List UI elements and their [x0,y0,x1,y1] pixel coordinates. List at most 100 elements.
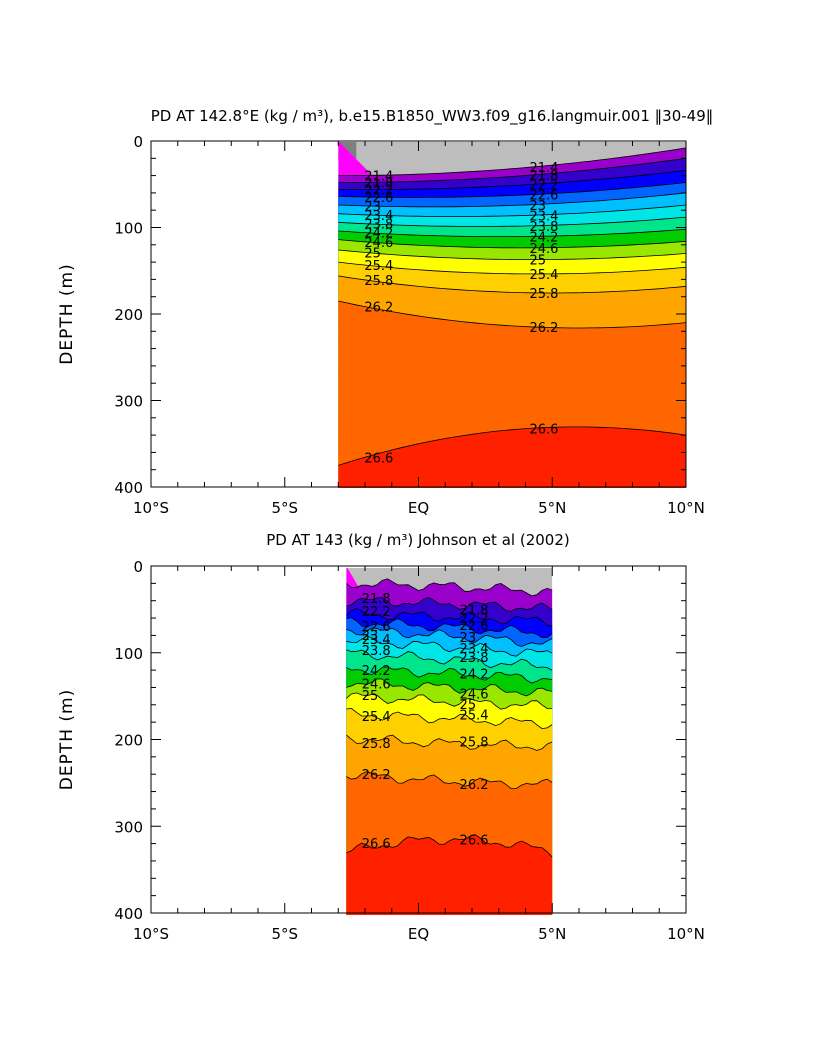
contour-label: 24.6 [460,687,489,702]
contour-label: 22.2 [364,184,393,199]
isopycnal-line-25 [346,692,553,710]
contour-label: 21.4 [530,161,559,176]
isopycnal-line-23.8 [346,649,553,671]
contour-label: 22.6 [530,189,559,204]
contour-label: 23.4 [362,633,391,648]
contour-label: 25.8 [364,274,393,289]
contour-label: 25.4 [530,268,559,283]
contour-label: 26.2 [460,778,489,793]
isopycnal-line-26.6 [346,834,553,858]
chart-title: PD AT 142.8°E (kg / m³), b.e15.B1850_WW3… [151,107,714,126]
isopycnal-line-24.6 [346,678,553,697]
y-tick-label: 300 [114,818,143,836]
contour-label: 24.2 [362,664,391,679]
contour-label: 26.6 [530,422,559,437]
contour-label: 24.6 [530,242,559,257]
contour-label: 23.8 [362,644,391,659]
isopycnal-line-24.6 [338,239,686,249]
x-tick-label: 10°S [133,499,169,517]
isopycnal-line-23 [338,192,686,208]
isopycnal-line-25 [338,249,686,260]
x-tick-label: 5°S [271,499,298,517]
isopycnal-line-24.2 [346,666,553,684]
contour-label: 21.8 [530,169,559,184]
isopycnal-line-25.4 [346,707,553,730]
contour-label: 25.8 [460,735,489,750]
x-tick-label: 5°S [271,925,298,943]
contour-label: 26.2 [362,768,391,783]
contour-label: 25.8 [530,287,559,302]
contour-label: 25.4 [362,710,391,725]
isopycnal-line-21.8 [346,596,553,612]
contour-label: 25.8 [362,737,391,752]
contour-label: 22.2 [460,612,489,627]
contour-label: 21.8 [364,176,393,191]
y-tick-label: 400 [114,905,143,923]
contour-label: 23.4 [530,209,559,224]
isopycnal-line-22.2 [346,607,553,627]
isopycnal-line-22.6 [338,182,686,198]
contour-label: 25.4 [364,259,393,274]
isopycnal-line-25.4 [338,261,686,275]
density-band-14 [346,834,553,915]
isopycnal-line-23.4 [346,635,553,657]
y-tick-label: 300 [114,393,143,411]
contour-label: 22.2 [530,179,559,194]
density-band-14 [338,426,686,488]
y-tick-label: 200 [114,306,143,324]
contour-label: 23.8 [530,220,559,235]
contour-label: 22.6 [364,191,393,206]
contour-label: 21.8 [362,592,391,607]
isopycnal-line-21.4 [346,578,553,597]
y-tick-label: 100 [114,645,143,663]
contour-label: 23.8 [364,218,393,233]
contour-label: 23 [362,629,379,644]
contour-label: 23.8 [460,651,489,666]
x-tick-label: 10°N [667,499,705,517]
isopycnal-line-22.6 [346,617,553,638]
contour-label: 24.6 [364,236,393,251]
x-tick-label: 10°S [133,925,169,943]
contour-label: 22.2 [362,605,391,620]
y-tick-label: 0 [133,558,143,576]
contour-field [346,568,553,915]
contour-label: 23.4 [460,642,489,657]
isopycnal-line-23.4 [338,204,686,217]
isopycnal-line-25.8 [346,734,553,751]
contour-label: 26.2 [364,301,393,316]
x-tick-label: 5°N [538,925,566,943]
x-tick-label: EQ [408,499,429,517]
y-axis-label: DEPTH (m) [57,689,77,790]
contour-label: 25 [364,246,381,261]
isopycnal-line-26.2 [346,771,553,789]
panel-model: 21.421.421.8 21.822.2 22.222.6 22.623 2323.4… [57,107,713,517]
chart-title: PD AT 143 (kg / m³) Johnson et al (2002) [266,531,569,549]
contour-field [338,142,686,488]
contour-label: 22.6 [460,619,489,634]
panel-observation: 21.821.822.2 22.222.6 22.623 2323.423.423.8… [57,531,705,943]
isopycnal-line-23.8 [338,216,686,227]
y-tick-label: 100 [114,220,143,238]
contour-label: 24.2 [460,667,489,682]
contour-label: 26.6 [362,837,391,852]
isopycnal-line-21.8 [338,157,686,183]
contour-label: 24.2 [364,227,393,242]
contour-label: 22.6 [362,620,391,635]
contour-label: 23.4 [364,209,393,224]
contour-label: 23 [460,631,477,646]
isopycnal-line-22.2 [338,170,686,190]
isopycnal-line-24.2 [338,228,686,237]
x-tick-label: EQ [408,925,429,943]
isopycnal-line-26.2 [338,300,686,329]
y-tick-label: 200 [114,732,143,750]
contour-label: 25 [460,698,477,713]
contour-label: 23 [364,200,381,215]
x-tick-label: 10°N [667,925,705,943]
isopycnal-line-26.6 [338,426,686,466]
contour-label: 24.6 [362,678,391,693]
contour-label: 24.2 [530,230,559,245]
y-tick-label: 0 [133,133,143,151]
y-axis-label: DEPTH (m) [57,263,77,364]
isopycnal-line-23 [346,627,553,648]
